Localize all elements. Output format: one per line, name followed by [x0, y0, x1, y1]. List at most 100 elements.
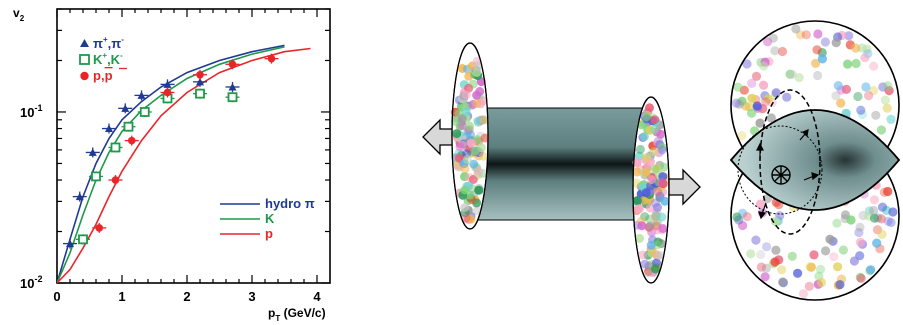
nucleon-particle [653, 240, 663, 250]
nucleon-particle [862, 44, 872, 54]
nucleon-particle [756, 250, 766, 260]
nucleon-particle [473, 61, 483, 70]
pion-data-point [137, 91, 146, 99]
nucleon-particle [634, 204, 644, 214]
nucleon-particle [856, 273, 866, 283]
nucleon-particle [751, 71, 762, 81]
nucleon-particle [876, 214, 887, 224]
nucleon-particle [460, 185, 470, 195]
nucleon-particle [813, 70, 823, 81]
nucleon-particle [465, 121, 474, 131]
nucleon-particle [883, 81, 893, 91]
proton-data-point [163, 88, 172, 97]
pion-data-point [66, 239, 74, 248]
nucleon-particle [635, 144, 645, 154]
nucleon-particle [747, 108, 757, 118]
proton-data-point [228, 60, 237, 69]
nucleon-particle [831, 38, 841, 48]
nucleon-particle [632, 196, 642, 206]
proton-data-point [95, 224, 104, 232]
nucleon-particle [882, 103, 892, 113]
pion-data-point [75, 192, 84, 201]
nucleon-particle [816, 277, 827, 288]
nucleon-particle [637, 120, 647, 130]
nucleon-particle [851, 43, 861, 53]
x-tick-label: 2 [183, 289, 190, 304]
nucleon-particle [731, 98, 741, 108]
nucleon-particle [455, 142, 465, 152]
nucleon-particle [855, 237, 866, 247]
y-axis-label: v2 [13, 6, 25, 23]
legend-label-kaon: K+,K- [93, 51, 123, 67]
nucleon-particle [841, 84, 852, 94]
plot-frame [56, 8, 331, 284]
left-nucleus-disc-outline [451, 42, 489, 230]
nucleon-particle [468, 175, 478, 184]
nucleon-particle [809, 250, 819, 260]
nucleon-particle [479, 115, 489, 125]
legend-line-label-kaon: K [265, 211, 275, 226]
nucleon-particle [883, 216, 893, 226]
nucleon-particle [657, 178, 667, 187]
nucleon-particle [639, 132, 649, 142]
filled-circle-icon [80, 71, 89, 81]
nucleon-particle [654, 250, 664, 260]
nucleon-particle [782, 92, 792, 102]
nucleon-particle [868, 86, 879, 96]
marker-legend: π+,π- K+,K- p,p [79, 35, 127, 83]
dotted-ellipse [737, 125, 823, 215]
nucleon-particle [737, 131, 747, 141]
hydro-curve-0 [57, 44, 285, 283]
nucleon-particle [777, 46, 788, 57]
nucleon-particle [851, 58, 861, 69]
hydro-curve-1 [57, 46, 285, 283]
pion-data-point [196, 77, 204, 86]
proton-data-point [111, 176, 120, 184]
nucleon-particle [806, 262, 816, 272]
nucleon-particle [472, 67, 482, 77]
nucleon-particle [869, 205, 879, 216]
nucleon-particle [480, 133, 490, 143]
nucleon-particle [759, 80, 769, 90]
nucleon-particle [642, 152, 652, 162]
kaon-data-point [195, 88, 205, 99]
nucleon-particle [869, 213, 880, 223]
nucleon-particle [817, 54, 828, 64]
nucleon-particle [752, 101, 762, 111]
almond-overlap-zone [729, 109, 901, 211]
dashed-ellipse-vertical [759, 89, 821, 235]
nucleon-particle [642, 112, 651, 122]
expanding-fireball-tube [470, 108, 654, 220]
nucleon-particle [763, 94, 773, 104]
nucleon-particle [820, 37, 831, 47]
nucleon-particle [857, 109, 868, 120]
nucleon-particle [746, 249, 756, 259]
nucleon-particle [878, 82, 888, 92]
nucleon-particle [742, 59, 752, 69]
nucleon-particle [651, 264, 660, 274]
nucleon-particle [660, 196, 670, 206]
nucleon-particle [756, 262, 767, 272]
nucleon-particle [461, 213, 471, 223]
nucleon-particle [778, 277, 788, 287]
nucleon-particle [877, 202, 888, 212]
nucleon-particle [836, 98, 846, 108]
nucleon-particle [469, 159, 479, 169]
nucleon-particle [883, 186, 893, 197]
nucleon-particle [813, 29, 823, 39]
hydro-curve-2 [57, 47, 311, 283]
nucleon-particle [805, 262, 815, 272]
nucleon-particle [844, 31, 854, 41]
pion-data-point [163, 80, 172, 88]
nucleon-particle [472, 99, 482, 109]
hydro-curves [57, 44, 311, 283]
nucleon-particle [768, 33, 778, 43]
nucleon-particle [761, 263, 771, 273]
nucleon-particle [472, 206, 482, 215]
nucleon-particle [759, 61, 769, 71]
curve-legend: hydro π K p [220, 196, 315, 241]
pion-data-point [228, 82, 237, 91]
nucleon-particle [879, 187, 890, 197]
pion-data-point [121, 104, 130, 112]
